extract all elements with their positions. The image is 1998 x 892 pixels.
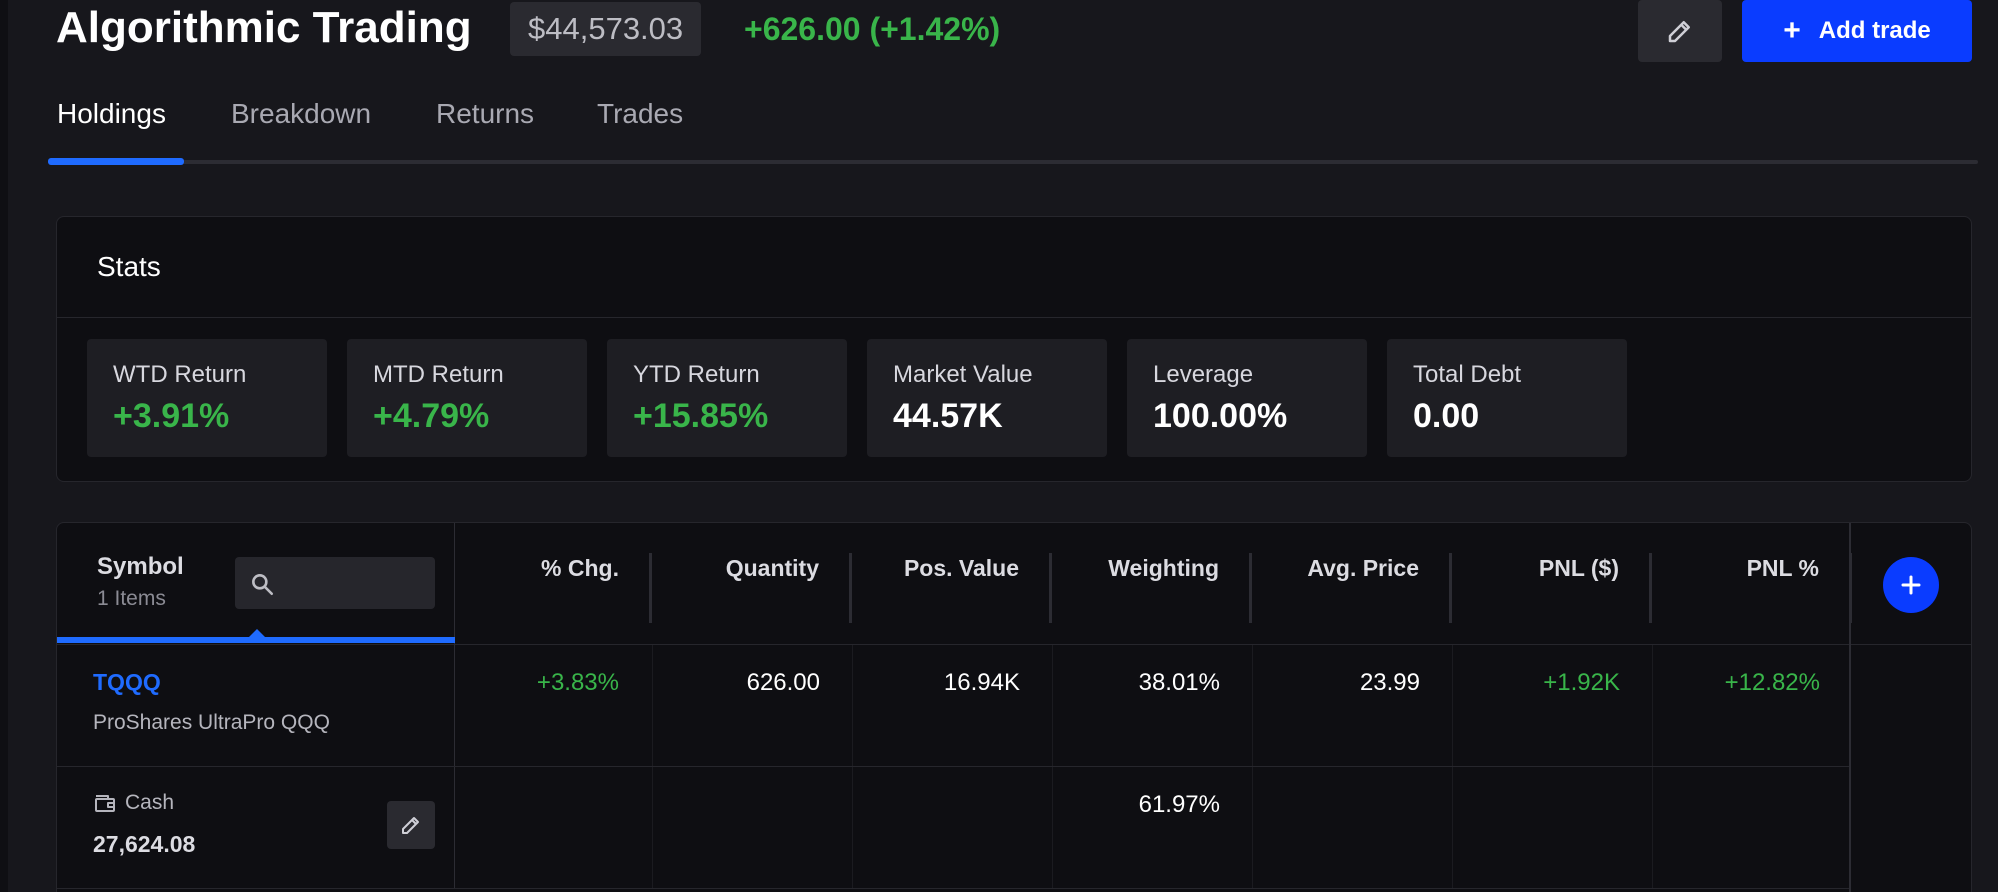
symbol-search-input[interactable] <box>285 557 430 609</box>
tab-returns[interactable]: Returns <box>436 98 535 129</box>
pnl-cell: +1.92K <box>1543 669 1620 696</box>
stat-value: +15.85% <box>633 397 769 435</box>
plus-icon: + <box>1783 14 1801 47</box>
page-title: Algorithmic Trading <box>56 3 472 52</box>
pencil-icon <box>1668 21 1690 43</box>
stat-label: Leverage <box>1153 361 1254 388</box>
column-header-quantity[interactable]: Quantity <box>652 553 852 623</box>
tab-holdings[interactable]: Holdings <box>57 98 166 129</box>
avg-price-cell: 23.99 <box>1359 669 1420 696</box>
column-header-pct-chg[interactable]: % Chg. <box>457 553 652 623</box>
stat-label: Total Debt <box>1413 361 1522 388</box>
column-separator <box>1652 645 1653 766</box>
table-header: Symbol 1 Items % Chg. Quantity Pos. Valu… <box>57 523 1971 645</box>
stat-card-ytd-return: YTD Return +15.85% <box>607 339 847 457</box>
weighting-cell: 38.01% <box>1138 669 1220 696</box>
cash-weighting-cell: 61.97% <box>1138 791 1220 818</box>
item-count: 1 Items <box>97 587 166 610</box>
edit-portfolio-button[interactable] <box>1638 0 1722 62</box>
tab-track <box>48 160 1978 164</box>
tab-active-indicator <box>48 158 184 165</box>
left-edge <box>0 0 8 892</box>
stat-label: MTD Return <box>373 361 504 388</box>
stat-card-mtd-return: MTD Return +4.79% <box>347 339 587 457</box>
plus-icon <box>1901 575 1921 595</box>
stat-value: +4.79% <box>373 397 490 435</box>
column-header-pnl-pct[interactable]: PNL % <box>1652 553 1852 623</box>
cash-row: Cash 27,624.08 61.97% <box>57 767 1849 889</box>
caret-up-icon <box>249 629 265 637</box>
pencil-icon <box>402 817 419 834</box>
pos-value-cell: 16.94K <box>943 669 1020 696</box>
security-name: ProShares UltraPro QQQ <box>93 711 330 734</box>
column-separator <box>1252 645 1253 766</box>
column-header-weighting[interactable]: Weighting <box>1052 553 1252 623</box>
column-header-avg-price[interactable]: Avg. Price <box>1252 553 1452 623</box>
stat-card-total-debt: Total Debt 0.00 <box>1387 339 1627 457</box>
tab-bar: Holdings Breakdown Returns Trades <box>48 88 1978 166</box>
column-separator <box>1452 645 1453 766</box>
symbol-search-box[interactable] <box>235 557 435 609</box>
day-change: +626.00 (+1.42%) <box>744 11 1001 47</box>
symbol-sort-indicator <box>57 637 455 643</box>
stat-card-wtd-return: WTD Return +3.91% <box>87 339 327 457</box>
ticker-link[interactable]: TQQQ <box>93 669 161 695</box>
stats-title: Stats <box>97 251 161 282</box>
stat-label: Market Value <box>893 361 1033 388</box>
add-trade-button[interactable]: + Add trade <box>1742 0 1972 62</box>
edit-cash-button[interactable] <box>387 801 435 849</box>
add-trade-label: Add trade <box>1818 17 1931 44</box>
stat-label: YTD Return <box>633 361 760 388</box>
column-separator <box>1052 645 1053 766</box>
column-header-pos-value[interactable]: Pos. Value <box>852 553 1052 623</box>
stat-value: 44.57K <box>893 397 1003 435</box>
divider <box>57 317 1971 318</box>
table-row[interactable]: TQQQ ProShares UltraPro QQQ +3.83% 626.0… <box>57 645 1849 767</box>
holdings-table: Symbol 1 Items % Chg. Quantity Pos. Valu… <box>56 522 1972 892</box>
column-separator <box>652 645 653 766</box>
symbol-column-header: Symbol 1 Items <box>57 523 455 645</box>
pct-chg-cell: +3.83% <box>536 669 619 696</box>
cash-cell: Cash 27,624.08 <box>57 767 455 888</box>
stats-panel: Stats WTD Return +3.91% MTD Return +4.79… <box>56 216 1972 482</box>
wallet-icon <box>95 795 115 812</box>
add-column-button[interactable] <box>1883 557 1939 613</box>
symbol-header-label[interactable]: Symbol <box>97 553 184 580</box>
column-separator <box>1652 767 1653 888</box>
search-icon <box>252 574 274 596</box>
stat-value: +3.91% <box>113 397 230 435</box>
column-separator <box>652 767 653 888</box>
symbol-cell: TQQQ ProShares UltraPro QQQ <box>57 645 455 766</box>
pnl-pct-cell: +12.82% <box>1724 669 1820 696</box>
column-separator <box>1252 767 1253 888</box>
tab-trades[interactable]: Trades <box>597 98 684 129</box>
column-separator <box>852 645 853 766</box>
stat-value: 100.00% <box>1153 397 1288 435</box>
column-separator <box>1452 767 1453 888</box>
column-header-pnl[interactable]: PNL ($) <box>1452 553 1652 623</box>
portfolio-header: Algorithmic Trading $44,573.03 +626.00 (… <box>56 0 1972 64</box>
stat-label: WTD Return <box>113 361 247 388</box>
cash-label: Cash <box>125 791 175 814</box>
cash-value: 27,624.08 <box>93 831 196 857</box>
stat-card-market-value: Market Value 44.57K <box>867 339 1107 457</box>
tab-breakdown[interactable]: Breakdown <box>231 98 372 129</box>
add-column-zone <box>1849 523 1971 892</box>
stat-value: 0.00 <box>1413 397 1480 435</box>
portfolio-value: $44,573.03 <box>510 2 702 56</box>
quantity-cell: 626.00 <box>746 669 820 696</box>
stat-card-leverage: Leverage 100.00% <box>1127 339 1367 457</box>
column-separator <box>852 767 853 888</box>
column-separator <box>1052 767 1053 888</box>
